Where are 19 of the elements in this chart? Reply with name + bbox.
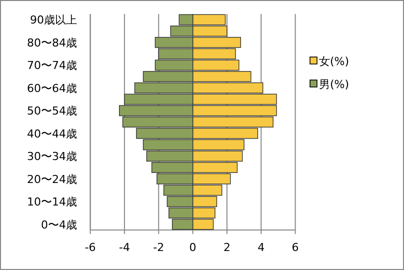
y-tick-label: 60〜64歳 xyxy=(27,82,77,95)
y-tick-label: 70〜74歳 xyxy=(27,59,77,72)
x-tick-label: -6 xyxy=(84,241,96,254)
y-tick-label: 50〜54歳 xyxy=(27,104,77,118)
y-tick-label: 0〜4歳 xyxy=(41,218,77,232)
y-tick-label: 30〜34歳 xyxy=(27,150,77,164)
x-tick-label: -4 xyxy=(118,241,130,254)
y-tick-label: 40〜44歳 xyxy=(27,127,77,140)
y-tick-label: 90歳以上 xyxy=(30,14,77,27)
legend-label: 女(%) xyxy=(319,55,350,68)
x-tick-label: 6 xyxy=(292,241,299,254)
x-tick-label: 2 xyxy=(223,241,230,254)
y-tick-label: 10〜14歳 xyxy=(27,196,77,209)
legend-label: 男(%) xyxy=(319,78,350,91)
y-tick-label: 80〜84歳 xyxy=(27,36,77,50)
y-tick-label: 20〜24歳 xyxy=(27,172,77,186)
x-tick-label: 0 xyxy=(189,241,196,254)
x-tick-label: 4 xyxy=(258,241,265,254)
x-tick-label: -2 xyxy=(153,241,164,254)
